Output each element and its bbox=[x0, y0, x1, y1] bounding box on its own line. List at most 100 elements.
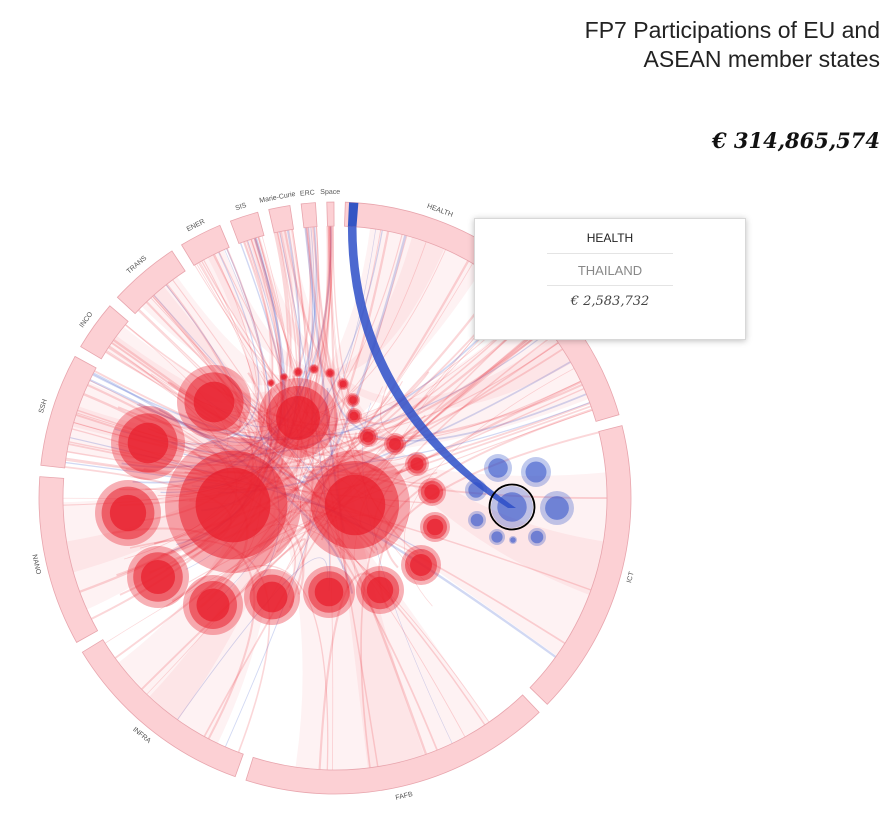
chord-ribbon bbox=[302, 234, 407, 479]
chord-ribbon bbox=[146, 486, 299, 695]
eu-country-bubble-core bbox=[327, 370, 333, 376]
eu-country-bubble-core bbox=[276, 396, 320, 440]
chord-fan bbox=[277, 229, 604, 595]
asean-country-bubble[interactable] bbox=[491, 531, 503, 543]
category-label-space: Space bbox=[320, 189, 340, 196]
chord-ribbon bbox=[267, 523, 490, 723]
chord-ribbon bbox=[138, 295, 242, 435]
chord-fan bbox=[118, 253, 276, 744]
asean-country-bubble[interactable] bbox=[510, 537, 516, 543]
highlighted-chord bbox=[347, 226, 516, 509]
eu-country-bubble-core bbox=[195, 467, 271, 543]
chord-ribbon bbox=[172, 279, 344, 570]
chord-ribbon bbox=[171, 297, 520, 456]
category-label-ener: ENER bbox=[186, 218, 207, 233]
eu-country-bubble-core bbox=[268, 380, 274, 386]
total-amount: € 314,865,574 bbox=[711, 128, 880, 153]
eu-country-bubble-core bbox=[281, 374, 287, 380]
chord-ribbon bbox=[353, 291, 513, 579]
asean-country-bubble[interactable] bbox=[525, 461, 547, 483]
category-label-ssh: SSH bbox=[38, 398, 49, 414]
chord-ribbon bbox=[273, 230, 390, 499]
category-arc-ssh[interactable] bbox=[40, 355, 97, 469]
chord-fan bbox=[66, 228, 482, 573]
chord-fan bbox=[149, 226, 334, 721]
chord-ribbon bbox=[177, 557, 328, 720]
chord-ribbon bbox=[140, 538, 307, 690]
category-label-erc: ERC bbox=[300, 189, 315, 197]
chord-ribbon bbox=[398, 341, 559, 445]
chord-ribbon bbox=[360, 471, 438, 768]
chord-fan bbox=[72, 306, 589, 457]
eu-country-bubble-core bbox=[426, 518, 444, 536]
asean-country-bubble[interactable] bbox=[497, 492, 527, 522]
category-arc-marie-curie[interactable] bbox=[268, 205, 294, 234]
chord-ribbon bbox=[148, 307, 530, 441]
chord-ribbon bbox=[65, 459, 432, 504]
category-arc-infra[interactable] bbox=[81, 639, 244, 778]
eu-country-bubble-core bbox=[349, 411, 359, 421]
tooltip: HEALTH THAILAND € 2,583,732 bbox=[474, 218, 746, 340]
eu-country-bubble-core bbox=[410, 554, 432, 576]
category-arc-trans[interactable] bbox=[116, 250, 186, 315]
chord-ribbon bbox=[283, 230, 429, 425]
chord-ribbon bbox=[119, 348, 564, 507]
category-label-infra: INFRA bbox=[131, 726, 152, 745]
category-label-ict: ICT bbox=[626, 570, 636, 583]
chord-fan bbox=[104, 226, 314, 404]
eu-country-bubble-core bbox=[324, 474, 386, 536]
eu-country-bubble-core bbox=[362, 431, 374, 443]
tooltip-value: € 2,583,732 bbox=[570, 294, 650, 309]
category-arc-nano[interactable] bbox=[38, 476, 99, 643]
category-arc-sis[interactable] bbox=[229, 211, 265, 245]
chart-title: FP7 Participations of EU and ASEAN membe… bbox=[584, 17, 880, 72]
chord-ribbon bbox=[305, 227, 419, 554]
chord-ribbon bbox=[314, 281, 501, 448]
category-label-marie-curie: Marie-Curie bbox=[259, 191, 296, 205]
category-arc-erc[interactable] bbox=[300, 202, 318, 229]
country-bubbles-layer bbox=[95, 364, 574, 635]
eu-country-bubble-core bbox=[140, 559, 176, 595]
chord-ribbon bbox=[171, 237, 283, 603]
category-label-fafb: FAFB bbox=[395, 791, 414, 802]
category-label-nano: NANO bbox=[30, 554, 41, 576]
category-label-sis: SIS bbox=[235, 202, 248, 212]
eu-country-bubble-core bbox=[193, 381, 235, 423]
eu-country-bubble-core bbox=[311, 366, 317, 372]
eu-country-bubble-core bbox=[339, 380, 347, 388]
chord-ribbon bbox=[199, 229, 382, 601]
eu-country-bubble-core bbox=[388, 437, 402, 451]
eu-country-bubble-core bbox=[424, 484, 440, 500]
asean-country-bubble[interactable] bbox=[545, 496, 569, 520]
chord-ribbon bbox=[129, 539, 271, 753]
category-arc-inco[interactable] bbox=[80, 305, 129, 360]
highlighted-arc-slice bbox=[347, 202, 359, 227]
chord-fan bbox=[242, 236, 572, 410]
chord-ribbon bbox=[328, 225, 350, 589]
chord-ribbon bbox=[112, 527, 256, 740]
asean-country-bubble[interactable] bbox=[468, 482, 484, 498]
tooltip-category: HEALTH bbox=[547, 219, 673, 254]
chord-ribbon bbox=[224, 412, 338, 748]
eu-country-bubble-core bbox=[366, 576, 394, 604]
category-arc-fafb[interactable] bbox=[245, 694, 540, 795]
eu-country-bubble-core bbox=[109, 494, 147, 532]
category-arc-space[interactable] bbox=[326, 201, 335, 227]
asean-country-bubble[interactable] bbox=[488, 458, 508, 478]
category-label-inco: INCO bbox=[79, 310, 95, 329]
eu-country-bubble-core bbox=[410, 457, 424, 471]
selected-country-outline bbox=[488, 483, 536, 531]
asean-country-bubble[interactable] bbox=[470, 513, 484, 527]
eu-country-bubble-core bbox=[127, 422, 169, 464]
chord-ribbon bbox=[250, 239, 426, 582]
chord-ribbon bbox=[116, 225, 332, 577]
chord-ribbon bbox=[303, 402, 591, 477]
category-arc-ener[interactable] bbox=[181, 224, 230, 266]
category-arc-ict[interactable] bbox=[529, 425, 632, 705]
chord-ribbon bbox=[327, 226, 383, 420]
chord-ribbon bbox=[137, 309, 256, 441]
chord-ribbon bbox=[288, 229, 314, 608]
asean-country-bubble[interactable] bbox=[530, 530, 544, 544]
chord-ribbon bbox=[279, 231, 331, 591]
